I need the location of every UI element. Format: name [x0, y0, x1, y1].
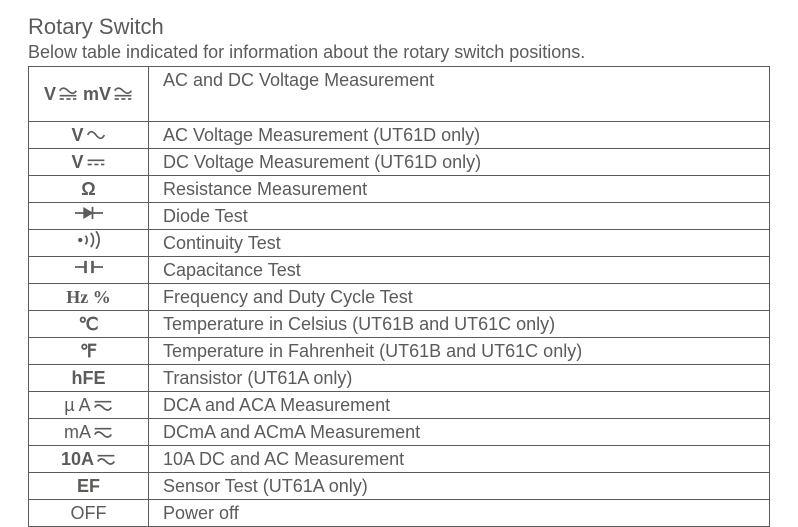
description-cell: Temperature in Celsius (UT61B and UT61C … — [149, 310, 770, 337]
symbol-text: EF — [77, 474, 100, 498]
table-row: ℃ Temperature in Celsius (UT61B and UT61… — [29, 310, 770, 337]
symbol-cell: 10A — [29, 445, 149, 472]
symbol-cell: V — [29, 121, 149, 148]
diode-icon — [75, 204, 103, 222]
symbol-cell: µ A — [29, 391, 149, 418]
description-cell: DC Voltage Measurement (UT61D only) — [149, 148, 770, 175]
symbol-cell: EF — [29, 472, 149, 499]
acdc-icon — [93, 425, 113, 439]
table-row: V DC Voltage Measurement (UT61D only) — [29, 148, 770, 175]
table-row: V mV — [29, 66, 770, 121]
description-cell: DCmA and ACmA Measurement — [149, 418, 770, 445]
description-cell: Continuity Test — [149, 229, 770, 256]
symbol-cell: ℉ — [29, 337, 149, 364]
page-title: Rotary Switch — [28, 14, 770, 40]
table-row: hFE Transistor (UT61A only) — [29, 364, 770, 391]
symbol-text: OFF — [71, 501, 107, 525]
description-cell: Temperature in Fahrenheit (UT61B and UT6… — [149, 337, 770, 364]
symbol-cell: Ω — [29, 175, 149, 202]
symbol-text: ℃ — [78, 312, 98, 336]
ac-icon — [86, 128, 106, 142]
acdc-icon — [58, 87, 78, 101]
symbol-cell — [29, 256, 149, 283]
table-row: Capacitance Test — [29, 256, 770, 283]
table-row: V AC Voltage Measurement (UT61D only) — [29, 121, 770, 148]
description-cell: Diode Test — [149, 202, 770, 229]
description-cell: Transistor (UT61A only) — [149, 364, 770, 391]
symbol-cell — [29, 202, 149, 229]
symbol-text: mV — [83, 82, 111, 106]
symbol-text: hFE — [72, 366, 106, 390]
table-row: OFF Power off — [29, 499, 770, 526]
description-cell: Capacitance Test — [149, 256, 770, 283]
table-row: Ω Resistance Measurement — [29, 175, 770, 202]
symbol-cell: hFE — [29, 364, 149, 391]
table-row: Continuity Test — [29, 229, 770, 256]
symbol-text: V — [71, 150, 83, 174]
description-cell: Frequency and Duty Cycle Test — [149, 283, 770, 310]
description-cell: Sensor Test (UT61A only) — [149, 472, 770, 499]
symbol-cell: V mV — [29, 66, 149, 121]
symbol-text: V — [71, 123, 83, 147]
symbol-text: Hz % — [66, 285, 111, 309]
acdc-icon — [113, 87, 133, 101]
table-row: Hz % Frequency and Duty Cycle Test — [29, 283, 770, 310]
description-cell: 10A DC and AC Measurement — [149, 445, 770, 472]
acdc-icon — [96, 452, 116, 466]
acdc-icon — [93, 398, 113, 412]
symbol-cell: V — [29, 148, 149, 175]
description-cell: Power off — [149, 499, 770, 526]
page-subtitle: Below table indicated for information ab… — [28, 42, 770, 64]
symbol-text: ℉ — [80, 339, 97, 363]
dc-icon — [86, 155, 106, 169]
description-cell: DCA and ACA Measurement — [149, 391, 770, 418]
symbol-text: mA — [64, 420, 91, 444]
table-row: ℉ Temperature in Fahrenheit (UT61B and U… — [29, 337, 770, 364]
symbol-cell: OFF — [29, 499, 149, 526]
description-cell: Resistance Measurement — [149, 175, 770, 202]
symbol-text: 10A — [61, 447, 94, 471]
description-cell: AC and DC Voltage Measurement — [149, 66, 770, 121]
symbol-cell: Hz % — [29, 283, 149, 310]
symbol-cell — [29, 229, 149, 256]
table-row: mA DCmA and ACmA Measurement — [29, 418, 770, 445]
continuity-icon — [75, 231, 103, 249]
rotary-switch-table: V mV — [28, 66, 770, 527]
capacitor-icon — [75, 258, 103, 276]
symbol-cell: mA — [29, 418, 149, 445]
symbol-text: Ω — [81, 177, 95, 201]
table-row: µ A DCA and ACA Measurement — [29, 391, 770, 418]
symbol-cell: ℃ — [29, 310, 149, 337]
symbol-text: V — [44, 82, 56, 106]
symbol-text: µ A — [64, 393, 90, 417]
table-row: 10A 10A DC and AC Measurement — [29, 445, 770, 472]
table-row: EF Sensor Test (UT61A only) — [29, 472, 770, 499]
description-cell: AC Voltage Measurement (UT61D only) — [149, 121, 770, 148]
table-row: Diode Test — [29, 202, 770, 229]
